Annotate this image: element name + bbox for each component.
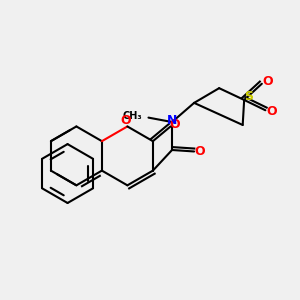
Text: O: O: [266, 105, 277, 118]
Text: S: S: [244, 91, 253, 103]
Text: N: N: [167, 114, 177, 127]
Text: O: O: [195, 145, 205, 158]
Text: CH₃: CH₃: [122, 111, 142, 121]
Text: O: O: [121, 114, 131, 127]
Text: O: O: [170, 118, 180, 131]
Text: O: O: [262, 75, 273, 88]
